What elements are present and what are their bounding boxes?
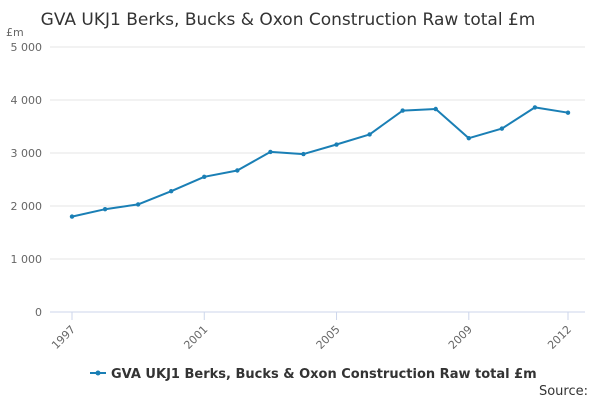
data-point[interactable]: [367, 132, 372, 137]
legend-series-label[interactable]: GVA UKJ1 Berks, Bucks & Oxon Constructio…: [111, 367, 537, 382]
x-tick-label: 2012: [545, 323, 574, 352]
y-tick-label: 0: [35, 306, 42, 319]
data-point[interactable]: [499, 126, 505, 131]
data-point[interactable]: [532, 105, 538, 110]
legend-series-marker: [95, 370, 101, 376]
data-point[interactable]: [235, 168, 240, 173]
data-point[interactable]: [102, 206, 108, 212]
data-point[interactable]: [565, 110, 571, 115]
data-point[interactable]: [466, 135, 471, 141]
x-tick-label: 2001: [181, 323, 210, 352]
y-tick-label: 4 000: [11, 94, 43, 107]
chart-title: GVA UKJ1 Berks, Bucks & Oxon Constructio…: [41, 10, 536, 30]
y-tick-label: 1 000: [11, 253, 43, 266]
x-tick-label: 1997: [49, 323, 78, 352]
legend[interactable]: GVA UKJ1 Berks, Bucks & Oxon Constructio…: [90, 367, 537, 382]
data-point[interactable]: [400, 108, 405, 113]
source-label: Source:: [539, 384, 588, 399]
y-tick-label: 5 000: [11, 41, 43, 54]
gridlines: [50, 46, 585, 260]
y-tick-label: 2 000: [11, 200, 43, 213]
data-point[interactable]: [268, 149, 273, 155]
data-point[interactable]: [334, 142, 339, 147]
y-tick-label: 3 000: [11, 147, 43, 160]
x-tick-label: 2009: [446, 323, 475, 352]
x-axis-ticks: 1997 2001 2005 2009 2012: [49, 312, 574, 352]
data-point[interactable]: [202, 174, 207, 180]
y-axis-ticks: 0 1 000 2 000 3 000 4 000 5 000: [11, 41, 43, 319]
y-axis-unit-label: £m: [6, 26, 24, 39]
data-point[interactable]: [433, 106, 438, 112]
series-line: [71, 106, 569, 218]
data-point[interactable]: [69, 214, 75, 219]
x-tick-label: 2005: [314, 323, 343, 352]
data-point[interactable]: [135, 202, 141, 207]
data-point[interactable]: [301, 151, 306, 157]
data-point[interactable]: [169, 188, 174, 194]
series-layer: [69, 105, 571, 219]
